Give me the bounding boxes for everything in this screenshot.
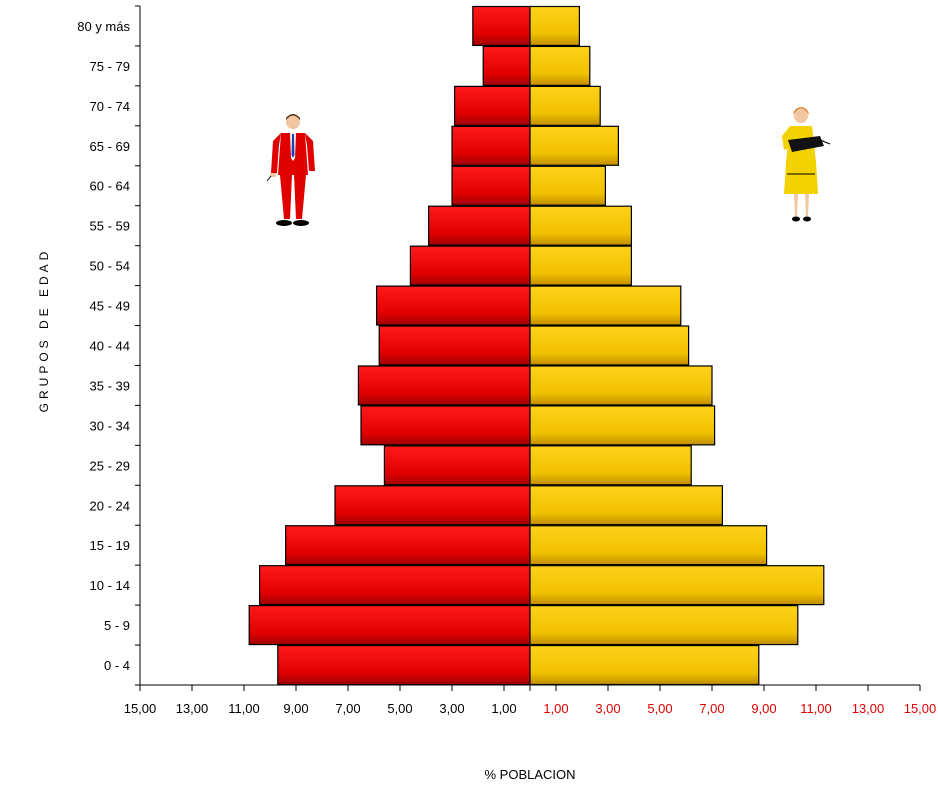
x-tick-label: 15,00: [904, 701, 937, 716]
bar-right-15-19: [529, 525, 768, 566]
x-tick-label: 5,00: [647, 701, 672, 716]
x-tick-label: 1,00: [543, 701, 568, 716]
y-axis-title: GRUPOS DE EDAD: [37, 248, 51, 413]
category-label: 15 - 19: [90, 538, 130, 553]
bar-right-40-44: [529, 325, 690, 366]
bar-left-15-19: [285, 525, 531, 566]
x-tick-label: 15,00: [124, 701, 157, 716]
x-tick-label: 3,00: [595, 701, 620, 716]
bar-left-50-54: [409, 245, 531, 286]
category-label: 30 - 34: [90, 418, 130, 433]
category-label: 5 - 9: [104, 618, 130, 633]
bar-right-5-9: [529, 605, 799, 646]
bar-left-30-34: [360, 405, 531, 446]
category-label: 0 - 4: [104, 658, 130, 673]
x-tick-label: 1,00: [491, 701, 516, 716]
bar-right-65-69: [529, 125, 620, 166]
bar-right-60-64: [529, 165, 607, 206]
x-tick-label: 13,00: [852, 701, 885, 716]
x-tick-label: 9,00: [283, 701, 308, 716]
x-tick-label: 9,00: [751, 701, 776, 716]
x-tick-label: 13,00: [176, 701, 209, 716]
bar-right-20-24: [529, 485, 723, 526]
bar-right-50-54: [529, 245, 633, 286]
category-label: 10 - 14: [90, 578, 130, 593]
x-tick-label: 11,00: [800, 701, 832, 716]
category-label: 65 - 69: [90, 139, 130, 154]
category-label: 70 - 74: [90, 99, 130, 114]
bar-right-35-39: [529, 365, 713, 406]
bar-left-0-4: [277, 644, 531, 686]
bars-group: [248, 5, 825, 686]
bar-right-55-59: [529, 205, 633, 246]
man-in-red-suit-icon: [266, 114, 315, 226]
category-label: 20 - 24: [90, 498, 130, 513]
category-label: 50 - 54: [90, 259, 130, 274]
category-label: 55 - 59: [90, 219, 130, 234]
x-ticks-group: 15,00 13,00 11,00 9,00 7,00 5,00 3,00 1,00 1,00 3…: [124, 685, 937, 716]
x-tick-label: 3,00: [439, 701, 464, 716]
bar-right-45-49: [529, 285, 682, 326]
x-tick-label: 7,00: [699, 701, 724, 716]
bar-right-30-34: [529, 405, 716, 446]
bar-right-70-74: [529, 85, 601, 126]
x-tick-label: 5,00: [387, 701, 412, 716]
bar-right-0-4: [529, 644, 760, 686]
bar-left-35-39: [357, 365, 531, 406]
category-label: 45 - 49: [90, 299, 130, 314]
bar-right-10-14: [529, 565, 825, 606]
bar-left-65-69: [451, 125, 531, 166]
bar-left-20-24: [334, 485, 531, 526]
bar-left-25-29: [383, 445, 531, 486]
x-tick-label: 11,00: [228, 701, 260, 716]
bar-left-5-9: [248, 605, 531, 646]
category-label: 40 - 44: [90, 339, 130, 354]
bar-right-80ymás: [529, 5, 581, 47]
bar-left-40-44: [378, 325, 531, 366]
category-label: 75 - 79: [90, 59, 130, 74]
category-label: 25 - 29: [90, 458, 130, 473]
bar-left-60-64: [451, 165, 531, 206]
x-tick-label: 7,00: [335, 701, 360, 716]
bar-left-45-49: [376, 285, 531, 326]
bar-right-75-79: [529, 45, 591, 86]
bar-left-75-79: [482, 45, 531, 86]
category-label: 35 - 39: [90, 378, 130, 393]
x-axis-title: % POBLACION: [484, 767, 575, 782]
bar-left-55-59: [428, 205, 531, 246]
category-label: 60 - 64: [90, 179, 130, 194]
bar-left-80ymás: [472, 5, 531, 47]
category-label: 80 y más: [77, 19, 130, 34]
category-labels-group: 0 - 4 5 - 9 10 - 14 15 - 19 20 - 24 25 - 29 30…: [77, 5, 140, 686]
bar-left-10-14: [259, 565, 531, 606]
bar-left-70-74: [454, 85, 531, 126]
bar-right-25-29: [529, 445, 692, 486]
woman-in-yellow-suit-icon: [782, 107, 831, 222]
